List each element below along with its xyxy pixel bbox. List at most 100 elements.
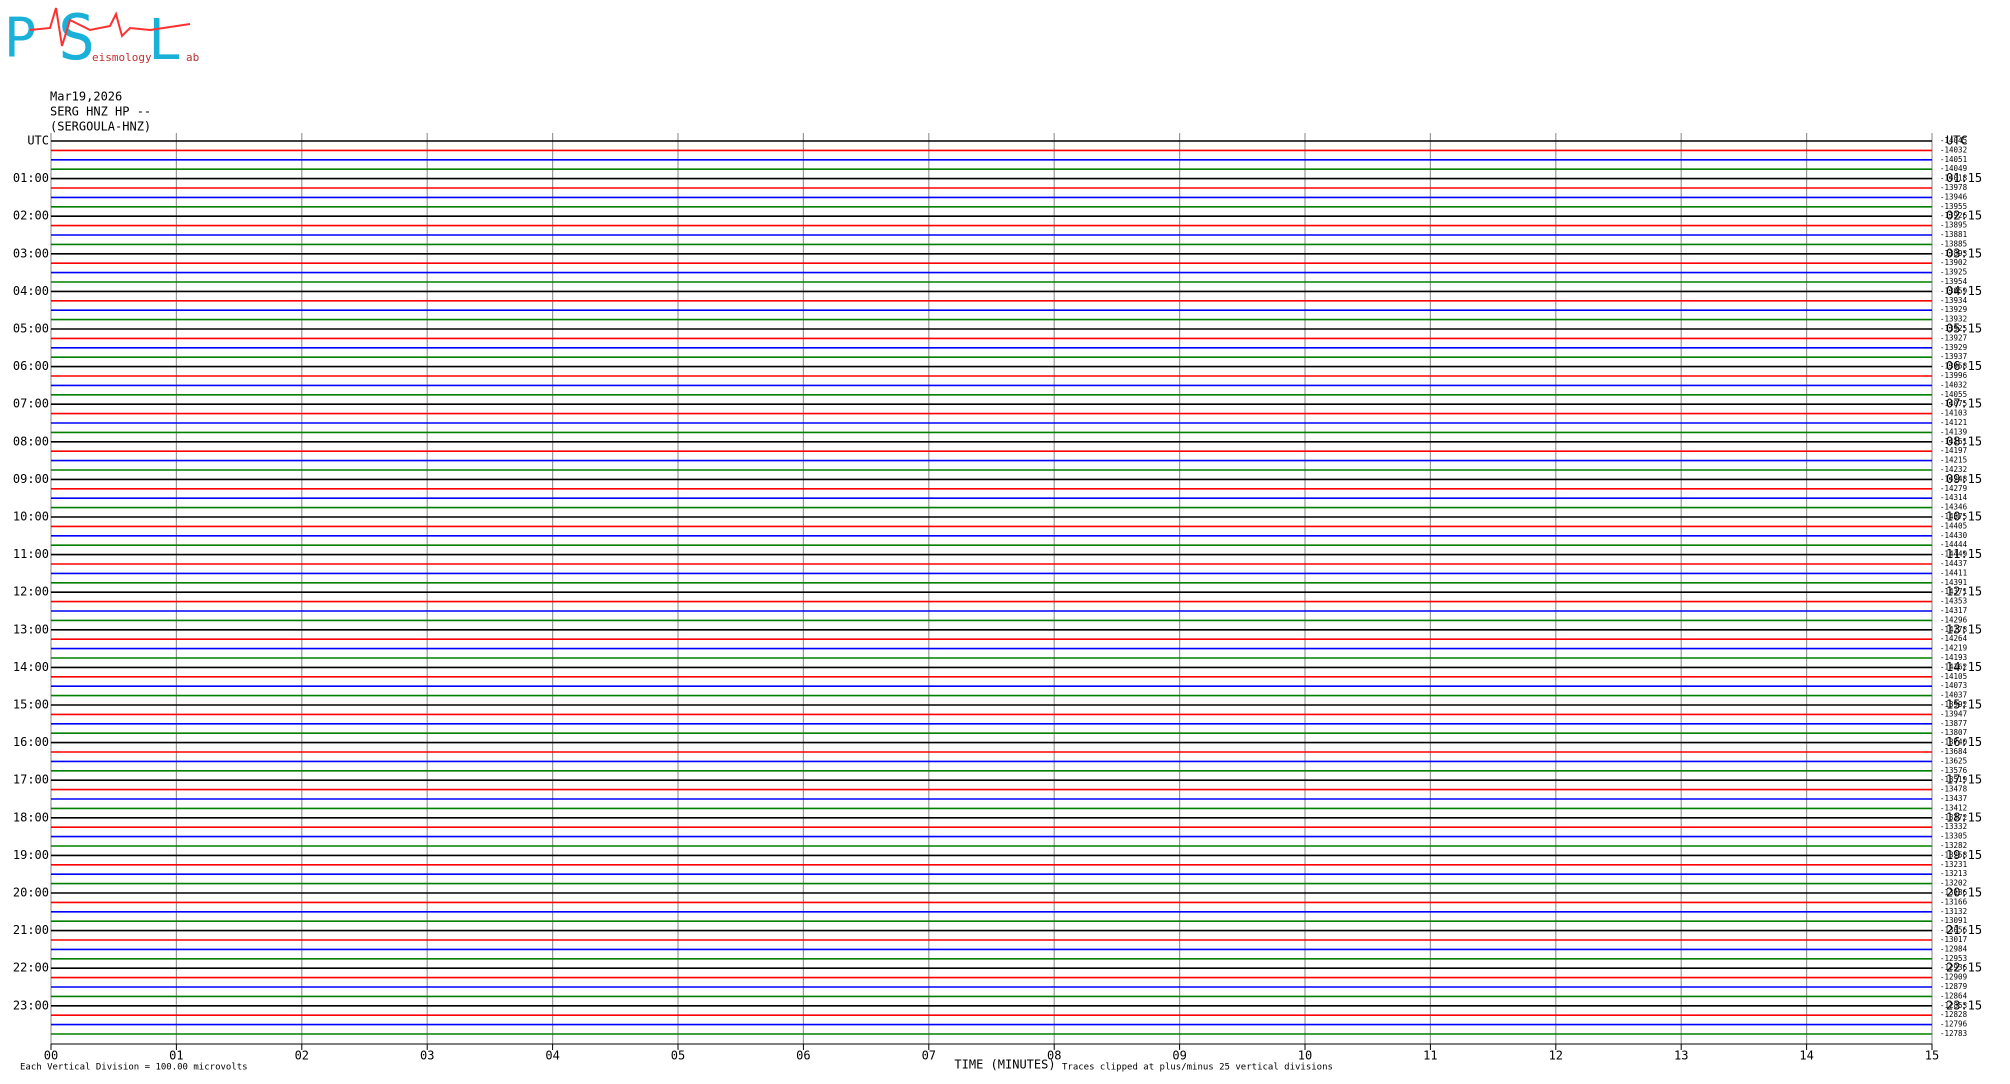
trace-offset: -13231 <box>1940 860 1967 869</box>
left-time-label: 17:00 <box>13 773 49 787</box>
left-time-label: 10:00 <box>13 510 49 524</box>
logo-word: eismology <box>92 51 152 64</box>
trace-offset: -12783 <box>1940 1029 1967 1038</box>
trace-offset: -12953 <box>1940 954 1967 963</box>
right-time-label: 20:15 <box>1946 886 1982 900</box>
left-time-label: 23:00 <box>13 998 49 1012</box>
grid <box>50 133 1933 1050</box>
x-tick-label: 08 <box>1047 1049 1061 1063</box>
left-time-label: 04:00 <box>13 284 49 298</box>
trace-offset: -13091 <box>1940 916 1967 925</box>
trace-offset: -13925 <box>1940 324 1967 333</box>
title-line: SERG HNZ HP -- <box>50 105 151 119</box>
trace-offset: -13947 <box>1940 709 1967 718</box>
trace-offset: -14162 <box>1940 662 1967 671</box>
trace-offset: -13885 <box>1940 239 1967 248</box>
trace-offset: -13954 <box>1940 277 1968 286</box>
trace-offset: -13412 <box>1940 803 1967 812</box>
trace-offset: -14405 <box>1940 521 1967 530</box>
right-time-label: 05:15 <box>1946 322 1982 336</box>
trace-offset: -13925 <box>1940 268 1967 277</box>
trace-offset: -14139 <box>1940 427 1967 436</box>
right-time-label: 10:15 <box>1946 510 1982 524</box>
right-time-label: 16:15 <box>1946 735 1982 749</box>
trace-offset: -14430 <box>1940 531 1968 540</box>
trace-offset: -12879 <box>1940 982 1967 991</box>
trace-offset: -13895 <box>1940 221 1967 230</box>
logo-letter: L <box>148 8 182 73</box>
trace-offset: -13955 <box>1940 202 1967 211</box>
trace-offset: -13132 <box>1940 907 1967 916</box>
trace-offset: -13877 <box>1940 719 1967 728</box>
x-tick-label: 01 <box>169 1049 183 1063</box>
x-tick-label: 12 <box>1549 1049 1563 1063</box>
x-axis-label: TIME (MINUTES) <box>954 1058 1055 1072</box>
trace-offset: -14449 <box>1940 550 1967 559</box>
trace-offset: -14049 <box>1940 164 1967 173</box>
trace-offset: -13282 <box>1940 841 1967 850</box>
x-tick-label: 14 <box>1799 1049 1813 1063</box>
left-time-label: 22:00 <box>13 961 49 975</box>
trace-offset: -13958 <box>1940 362 1968 371</box>
trace-offset: -13929 <box>1940 305 1967 314</box>
right-time-label: 22:15 <box>1946 961 1982 975</box>
trace-offset: -14055 <box>1940 390 1967 399</box>
left-time-label: 12:00 <box>13 585 49 599</box>
trace-offset: -13996 <box>1940 371 1968 380</box>
left-time-label: 09:00 <box>13 472 49 486</box>
x-tick-label: 13 <box>1674 1049 1688 1063</box>
trace-offset: -13202 <box>1940 879 1967 888</box>
trace-offset: -14193 <box>1940 653 1967 662</box>
logo-wave <box>29 7 191 47</box>
right-time-label: 21:15 <box>1946 923 1982 937</box>
x-tick-label: 06 <box>796 1049 810 1063</box>
trace-offset: -13056 <box>1940 926 1968 935</box>
left-time-label: 01:00 <box>13 171 49 185</box>
trace-offset: -14391 <box>1940 578 1967 587</box>
trace-offset: -14073 <box>1940 681 1967 690</box>
trace-offset: -13684 <box>1940 747 1968 756</box>
trace-offset: -14317 <box>1940 606 1967 615</box>
trace-offset: -13305 <box>1940 832 1967 841</box>
x-tick-label: 02 <box>295 1049 309 1063</box>
logo: P S L eismology ab <box>4 1 199 74</box>
trace-offset: -13893 <box>1940 249 1967 258</box>
trace-offset: -14197 <box>1940 446 1967 455</box>
right-time-label: 12:15 <box>1946 585 1982 599</box>
trace-offset: -14105 <box>1940 672 1967 681</box>
trace-offset: -13946 <box>1940 192 1968 201</box>
right-time-label: 14:15 <box>1946 660 1982 674</box>
trace-offset: -13372 <box>1940 813 1967 822</box>
trace-offset: -13926 <box>1940 211 1968 220</box>
x-tick-label: 15 <box>1925 1049 1939 1063</box>
x-tick-label: 09 <box>1172 1049 1186 1063</box>
trace-offset: -13937 <box>1940 352 1967 361</box>
trace-offset: -14018 <box>1940 174 1968 183</box>
right-time-label: 19:15 <box>1946 848 1982 862</box>
right-time-label: 09:15 <box>1946 472 1982 486</box>
right-time-label: 11:15 <box>1946 547 1982 561</box>
labels: 00 01 02 03 04 05 06 07 08 09 10 11 12 13 14 15-14045-1… <box>13 134 1982 1073</box>
trace-offset: -14103 <box>1940 409 1967 418</box>
trace-offset: -13625 <box>1940 756 1967 765</box>
logo-letter: P <box>4 7 37 70</box>
trace-offset: -13902 <box>1940 258 1967 267</box>
right-time-label: 03:15 <box>1946 246 1982 260</box>
left-time-label: 19:00 <box>13 848 49 862</box>
trace-offset: -12909 <box>1940 973 1967 982</box>
trace-offset: -14346 <box>1940 503 1968 512</box>
x-tick-label: 10 <box>1298 1049 1312 1063</box>
right-time-label: 06:15 <box>1946 359 1982 373</box>
x-tick-label: 03 <box>420 1049 434 1063</box>
trace-offset: -13519 <box>1940 775 1967 784</box>
right-time-label: UTC <box>1946 134 1968 148</box>
left-time-label: 16:00 <box>13 735 49 749</box>
trace-offset: -14232 <box>1940 465 1967 474</box>
title-line: Mar19,2026 <box>50 90 122 104</box>
trace-offset: -14437 <box>1940 559 1967 568</box>
trace-offset: -13807 <box>1940 728 1967 737</box>
right-time-label: 15:15 <box>1946 698 1982 712</box>
trace-offset: -14215 <box>1940 456 1967 465</box>
left-time-label: 21:00 <box>13 923 49 937</box>
